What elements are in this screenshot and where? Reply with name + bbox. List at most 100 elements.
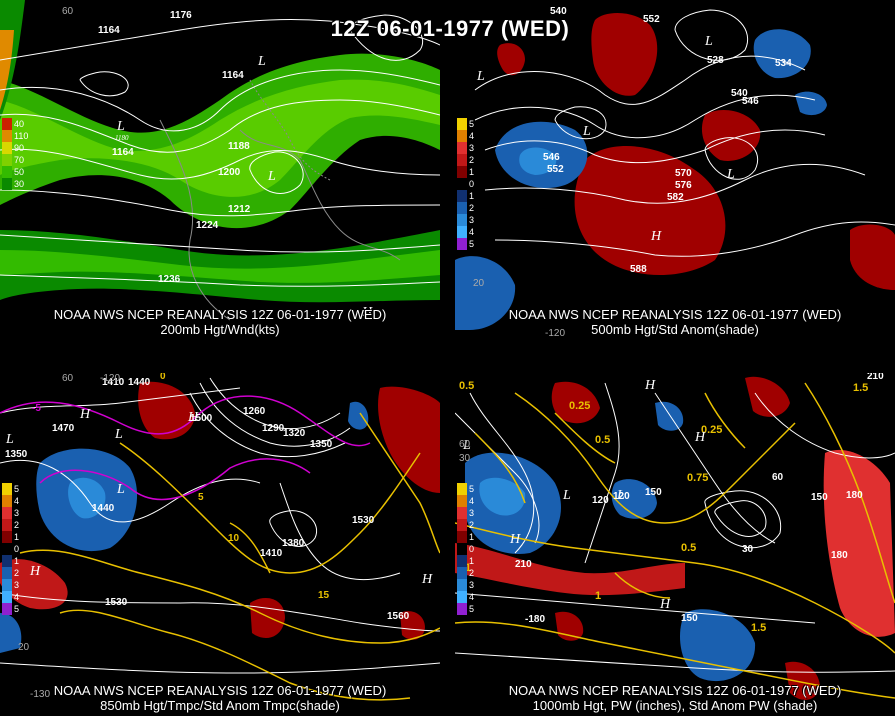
legend-item: 90	[2, 142, 28, 154]
legend-item: 1	[2, 555, 19, 567]
contour-label: 1410	[260, 548, 283, 559]
legend-label: 90	[14, 143, 25, 153]
legend-swatch	[457, 543, 467, 555]
legend-swatch	[457, 591, 467, 603]
legend-item: 4	[457, 495, 474, 507]
contour-label: 1164	[222, 70, 244, 81]
legend-swatch	[2, 118, 12, 130]
contour-label: 150	[645, 487, 662, 498]
legend-swatch	[457, 519, 467, 531]
legend-swatch	[2, 166, 12, 178]
legend-label: 2	[14, 568, 20, 578]
height-labels: 540 552 528 534 540 546 546 552 570 576 …	[543, 6, 792, 275]
contour-label: 1350	[5, 449, 28, 460]
anomaly-negative-core	[519, 147, 557, 175]
anomaly-positive-ne	[745, 376, 790, 417]
pw-label: 1	[595, 590, 601, 602]
height-labels: 210 120 150 180 60 30 180 150 210 -180 1…	[515, 373, 884, 625]
legend-item: 3	[2, 507, 19, 519]
legend-swatch	[2, 531, 12, 543]
contour-label: 30	[742, 544, 754, 555]
page-title: 12Z 06-01-1977 (WED)	[330, 16, 570, 41]
contour-label: 1260	[243, 406, 266, 417]
low-center: L	[5, 432, 14, 447]
map-500mb: 540 552 528 534 540 546 546 552 570 576 …	[455, 6, 895, 339]
legend-item: 5	[457, 603, 474, 615]
legend-label: 5	[469, 604, 475, 614]
high-center: H	[650, 229, 662, 244]
contour-label: 60	[772, 472, 784, 483]
legend-swatch	[457, 166, 467, 178]
low-center: L	[267, 169, 276, 184]
legend-label: 40	[14, 119, 25, 129]
contour-label: 1320	[283, 428, 306, 439]
pw-label: 0.5	[595, 434, 610, 446]
legend-swatch	[2, 555, 12, 567]
legend-item: 4	[457, 591, 474, 603]
contour-label: 582	[667, 192, 684, 203]
legend-swatch	[457, 238, 467, 250]
panel-source: NOAA NWS NCEP REANALYSIS 12Z 06-01-1977 …	[508, 307, 842, 322]
legend-item: 0	[457, 543, 474, 555]
legend-item: 3	[457, 214, 474, 226]
lat-label: 20	[473, 278, 485, 289]
legend-swatch	[2, 507, 12, 519]
anomaly-negative-small	[795, 91, 827, 116]
lat-label: 60	[62, 6, 74, 17]
legend-swatch	[457, 202, 467, 214]
contour-label: 1212	[228, 204, 251, 215]
legend-swatch	[457, 603, 467, 615]
pw-contours	[455, 382, 895, 699]
legend-label: 3	[14, 580, 20, 590]
legend-swatch	[457, 483, 467, 495]
height-labels: 1176 1164 1164 1164 1188 1200 1212 1224 …	[98, 10, 251, 285]
low-center: L	[616, 488, 625, 503]
pw-label: 1.5	[853, 382, 868, 394]
contour-label: 1224	[196, 220, 219, 231]
high-center: H	[644, 378, 656, 393]
low-center: L	[476, 69, 485, 84]
contour-label: 1350	[310, 439, 333, 450]
legend-swatch	[2, 142, 12, 154]
contour-label: 588	[630, 264, 647, 275]
legend-swatch	[457, 130, 467, 142]
legend-swatch	[2, 483, 12, 495]
temp-label: 0	[160, 373, 166, 382]
legend-label: 2	[14, 520, 20, 530]
pw-label: 0.5	[681, 542, 696, 554]
lat-label: 30	[459, 453, 471, 464]
anomaly-positive-se	[850, 224, 895, 290]
legend-label: 2	[469, 520, 475, 530]
legend-swatch	[2, 154, 12, 166]
anomaly-positive-nw	[497, 43, 525, 76]
contour-label: 1164	[112, 147, 134, 158]
anomaly-negative-mid	[611, 479, 657, 519]
map-850mb: 1410 1440 1470 1500 1260 1290 1320 1350 …	[0, 373, 440, 701]
legend-label: 1	[469, 167, 475, 177]
pw-label: 0.25	[701, 424, 722, 436]
low-center: L	[114, 427, 123, 442]
legend-label: 3	[469, 508, 475, 518]
legend-swatch	[2, 178, 12, 190]
legend-label: 1	[14, 556, 20, 566]
legend-label: 70	[14, 155, 25, 165]
legend-label: 3	[469, 143, 475, 153]
panel-source: NOAA NWS NCEP REANALYSIS 12Z 06-01-1977 …	[53, 307, 387, 322]
contour-label: 576	[675, 180, 692, 191]
contour-label: 1164	[98, 25, 120, 36]
legend-label: 0	[469, 544, 475, 554]
legend-item: 2	[457, 567, 474, 579]
legend-label: 4	[469, 227, 475, 237]
pw-labels: 0.5 0.25 0.5 1 1.5 0.75 0.25 1.5 0.5 1	[459, 380, 868, 634]
legend-item: 1	[457, 166, 474, 178]
legend-label: 3	[14, 508, 20, 518]
high-center: H	[421, 572, 433, 587]
lat-label: 60	[459, 439, 471, 450]
legend-item: 2	[2, 519, 19, 531]
legend-item: 4	[457, 226, 474, 238]
contour-label: 552	[547, 164, 564, 175]
low-center: L	[582, 124, 591, 139]
high-center: H	[29, 564, 41, 579]
legend-swatch	[2, 495, 12, 507]
jet-shade-south	[0, 230, 440, 303]
